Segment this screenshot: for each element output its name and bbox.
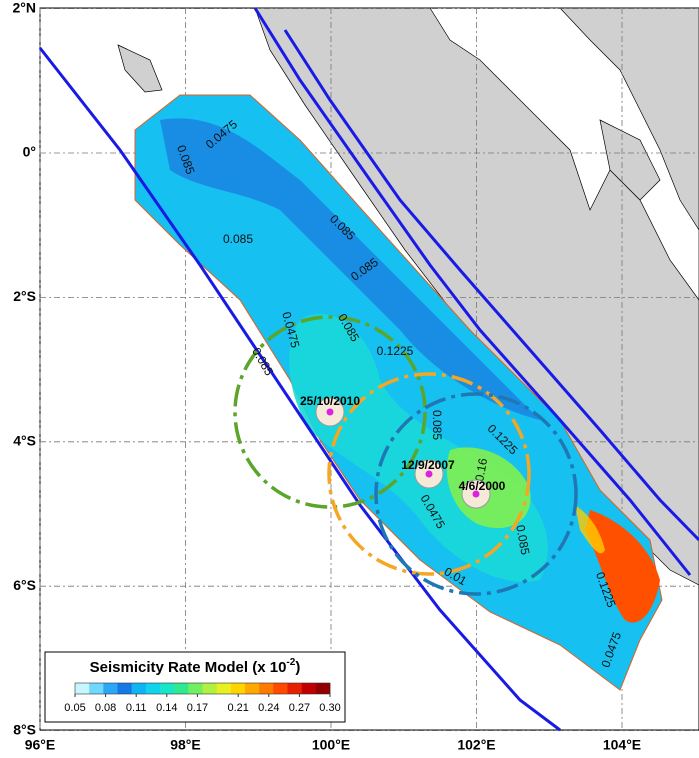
epicenter <box>425 470 433 478</box>
island-bangka <box>599 119 661 201</box>
lon-tick-label: 98°E <box>170 737 201 753</box>
colorbar-swatch <box>160 683 175 694</box>
colorbar-swatch <box>230 683 246 694</box>
colorbar-tick-label: 0.17 <box>187 702 208 714</box>
colorbar-tick-label: 0.11 <box>126 702 147 714</box>
colorbar-tick-label: 0.08 <box>95 702 116 714</box>
contour-label: 0.1225 <box>377 344 414 358</box>
contour-label: 0.085 <box>430 410 444 440</box>
colorbar-swatch <box>301 683 317 694</box>
seismicity-field <box>134 94 663 691</box>
epicenter <box>472 490 480 498</box>
lat-tick-label: 2°N <box>13 0 37 15</box>
colorbar-tick-label: 0.24 <box>258 702 279 714</box>
colorbar-title-end: ) <box>295 659 300 676</box>
circle-2007 <box>327 372 531 576</box>
colorbar-tick-label: 0.30 <box>319 702 340 714</box>
rate-band-top <box>575 505 605 554</box>
colorbar-title-exponent: -2 <box>286 657 295 668</box>
lat-tick-label: 4°S <box>13 433 36 449</box>
event-label: 12/9/2007 <box>401 458 455 472</box>
colorbar-swatch <box>287 683 302 694</box>
influence-circles <box>233 315 578 596</box>
lon-tick-label: 100°E <box>312 737 350 753</box>
colorbar-swatch <box>315 683 331 694</box>
lon-tick-label: 96°E <box>25 737 56 753</box>
colorbar-swatch <box>131 683 147 694</box>
event-label: 25/10/2010 <box>300 394 360 408</box>
island-simeulue <box>117 44 163 93</box>
colorbar-tick-label: 0.21 <box>227 702 248 714</box>
lon-tick-label: 102°E <box>457 737 495 753</box>
colorbar-tick-label: 0.27 <box>289 702 310 714</box>
colorbar-swatch <box>245 683 260 694</box>
contour-label: 0.16 <box>472 457 490 483</box>
colorbar-swatch <box>202 683 217 694</box>
contour-label: 0.085 <box>223 232 253 246</box>
colorbar-scale: 0.05 0.08 0.11 0.14 0.17 0.21 0.24 0.27 0.30 <box>64 682 341 714</box>
lat-tick-label: 2°S <box>13 288 36 304</box>
contour-label: 0.085 <box>513 524 532 556</box>
colorbar-swatch <box>273 683 288 694</box>
colorbar-swatch <box>89 683 104 694</box>
colorbar: Seismicity Rate Model (x 10-2) 0.05 0.08 0… <box>44 651 346 723</box>
colorbar-swatch <box>259 683 274 694</box>
colorbar-swatch <box>174 683 189 694</box>
colorbar-outline <box>74 682 331 695</box>
circle-2000 <box>374 392 578 596</box>
rate-band-dark <box>160 118 540 421</box>
rate-band-peak <box>585 510 660 623</box>
circle-2010 <box>233 315 427 509</box>
colorbar-title-text: Seismicity Rate Model (x 10 <box>90 659 287 676</box>
sumatra-fault <box>283 29 699 542</box>
land-east <box>559 7 699 231</box>
colorbar-swatch <box>216 683 232 694</box>
mentawai-fault <box>253 7 692 576</box>
lat-tick-label: 0° <box>23 144 36 160</box>
colorbar-swatch <box>75 683 90 694</box>
faults <box>38 7 699 732</box>
colorbar-swatch <box>117 683 132 694</box>
lon-tick-label: 104°E <box>603 737 641 753</box>
colorbar-tick-label: 0.14 <box>156 702 177 714</box>
colorbar-tick-label: 0.05 <box>64 702 85 714</box>
event-label: 4/6/2000 <box>459 479 506 493</box>
trench <box>38 47 561 732</box>
colorbar-swatch <box>188 683 203 694</box>
lat-tick-label: 8°S <box>13 721 36 737</box>
colorbar-title: Seismicity Rate Model (x 10-2) <box>90 657 301 676</box>
epicenter <box>326 408 334 416</box>
colorbar-swatch <box>145 683 161 694</box>
colorbar-swatch <box>103 683 118 694</box>
lat-tick-label: 6°S <box>13 577 36 593</box>
